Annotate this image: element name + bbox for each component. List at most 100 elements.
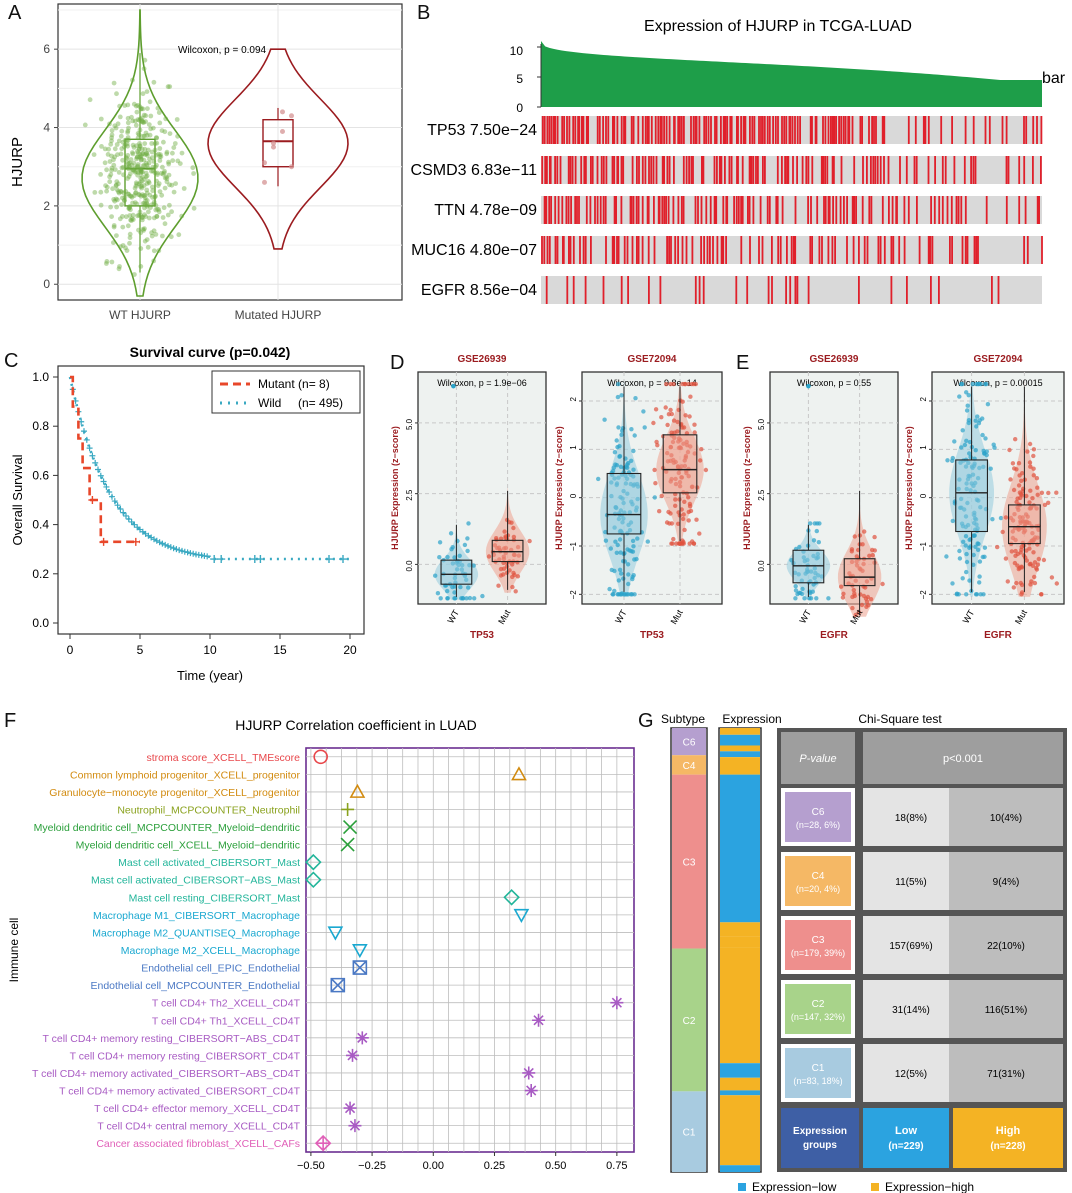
panel-c-xtick: 10 — [203, 643, 217, 657]
mutation-tick — [682, 156, 685, 184]
outlier-point — [451, 383, 456, 389]
data-point — [138, 179, 143, 185]
data-point — [145, 202, 151, 208]
data-point — [676, 436, 682, 441]
panel-g-legend-high: Expression−high — [885, 1180, 974, 1193]
data-point — [150, 184, 155, 190]
data-point — [152, 194, 158, 200]
annotation: Wilcoxon, p = 9.8e−14 — [607, 378, 697, 388]
data-point — [964, 559, 970, 565]
mutation-tick — [892, 236, 895, 264]
data-point — [682, 499, 687, 504]
data-point — [1032, 574, 1037, 580]
data-point — [631, 448, 636, 454]
data-point — [127, 231, 133, 237]
data-point — [141, 193, 147, 199]
panel-d-gse26939-title: GSE26939 — [458, 354, 507, 365]
ylabel: HJURP Expression (z−score) — [742, 426, 752, 550]
mutation-tick — [673, 156, 675, 184]
data-point — [141, 183, 147, 188]
data-point — [144, 181, 150, 186]
data-point — [151, 215, 157, 221]
data-point — [797, 590, 802, 595]
ytick: 0.0 — [757, 560, 766, 572]
mutation-tick — [667, 196, 670, 224]
data-point — [177, 161, 183, 167]
panel-f-xtick: −0.50 — [297, 1160, 325, 1172]
mutation-tick — [972, 156, 975, 184]
data-point — [173, 181, 179, 187]
data-point — [971, 562, 976, 567]
mutation-tick — [758, 236, 760, 264]
data-point — [991, 442, 996, 447]
data-point — [164, 176, 170, 182]
mutation-tick — [991, 276, 993, 304]
mutation-tick — [883, 116, 886, 144]
data-point — [166, 161, 172, 167]
data-point — [669, 453, 674, 458]
data-point — [120, 195, 125, 201]
xlabel: EGFR — [984, 630, 1013, 641]
mutation-tick — [898, 236, 901, 264]
data-point — [976, 381, 982, 387]
mutation-tick — [630, 196, 633, 224]
correlation-point — [349, 783, 366, 798]
mutation-tick — [1036, 116, 1038, 144]
data-point — [113, 196, 119, 202]
data-point — [116, 189, 121, 195]
data-point — [106, 146, 111, 152]
mutation-tick — [755, 156, 757, 184]
mutation-tick — [816, 196, 819, 224]
data-point — [965, 500, 970, 506]
xtick: WT — [445, 608, 461, 626]
data-point — [144, 133, 150, 138]
data-point — [147, 99, 153, 105]
mutation-tick — [557, 196, 560, 224]
data-point — [628, 481, 633, 487]
panel-a-ytick: 0 — [43, 277, 50, 291]
data-point — [815, 551, 820, 557]
mutation-tick — [541, 236, 543, 264]
mutation-tick — [596, 116, 599, 144]
data-point — [1014, 499, 1019, 505]
mutation-tick — [807, 276, 810, 304]
data-point — [963, 543, 968, 548]
data-point — [104, 259, 110, 264]
data-point — [1018, 492, 1024, 497]
high-cell — [949, 916, 1063, 974]
panel-c-xtick: 0 — [67, 643, 74, 657]
subtype-cell-n: (n=147, 32%) — [791, 1012, 845, 1022]
subtype-cell-name: C2 — [812, 999, 825, 1010]
panel-b-expression-area — [537, 41, 1042, 108]
data-point — [172, 141, 178, 146]
data-point — [144, 201, 150, 207]
mutation-tick — [818, 236, 821, 264]
data-point — [959, 445, 964, 450]
data-point — [977, 580, 982, 585]
mutation-tick — [716, 236, 719, 264]
panel-f-row-label: T cell CD4+ memory resting_CIBERSORT_CD4… — [70, 1050, 301, 1062]
gene-label-muc16: MUC16 4.80e−07 — [411, 242, 537, 259]
data-point — [156, 209, 162, 215]
data-point — [674, 541, 679, 546]
data-point — [137, 151, 143, 157]
data-point — [964, 408, 970, 413]
panel-f-xticks: −0.50 −0.25 0.00 0.25 0.50 0.75 — [297, 1152, 628, 1172]
panel-f-row-label: Endothelial cell_MCPCOUNTER_Endothelial — [90, 980, 300, 992]
data-point — [1000, 529, 1005, 535]
data-point — [977, 465, 982, 471]
low-footer-label: Low — [895, 1125, 917, 1137]
mutation-tick — [698, 276, 701, 304]
mutation-tick — [740, 196, 742, 224]
ytick: 0.0 — [405, 560, 414, 572]
data-point — [140, 133, 146, 139]
data-point — [811, 538, 817, 543]
data-point — [132, 169, 138, 175]
correlation-point — [610, 996, 624, 1010]
outlier-point — [806, 383, 811, 389]
data-point — [457, 553, 462, 558]
data-point — [125, 176, 130, 181]
data-point — [166, 159, 171, 165]
data-point — [289, 113, 294, 119]
data-point — [632, 557, 637, 562]
